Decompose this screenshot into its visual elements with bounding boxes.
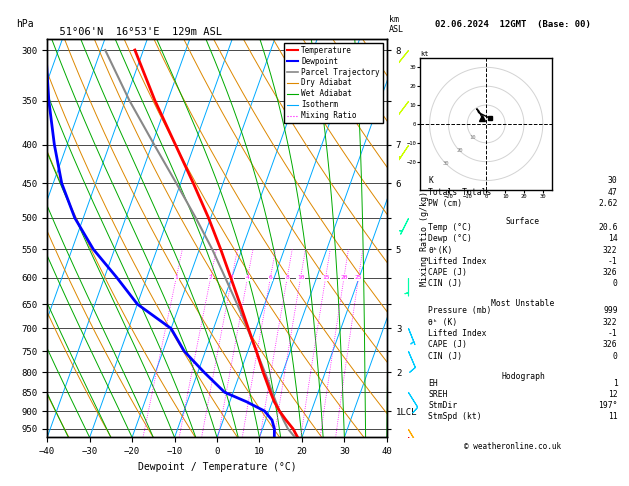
Text: Totals Totals: Totals Totals bbox=[428, 188, 492, 197]
Text: 4: 4 bbox=[246, 276, 250, 280]
Text: © weatheronline.co.uk: © weatheronline.co.uk bbox=[464, 442, 561, 451]
Text: CAPE (J): CAPE (J) bbox=[428, 340, 467, 349]
Text: 6: 6 bbox=[269, 276, 272, 280]
Text: hPa: hPa bbox=[16, 19, 33, 29]
Text: 0: 0 bbox=[613, 352, 618, 361]
Text: PW (cm): PW (cm) bbox=[428, 199, 462, 208]
Text: 20: 20 bbox=[456, 148, 463, 153]
Text: 8: 8 bbox=[286, 276, 289, 280]
Text: 30: 30 bbox=[443, 161, 450, 167]
Text: 2.62: 2.62 bbox=[598, 199, 618, 208]
Text: Pressure (mb): Pressure (mb) bbox=[428, 306, 492, 315]
Text: Most Unstable: Most Unstable bbox=[491, 299, 555, 309]
Text: 20.6: 20.6 bbox=[598, 224, 618, 232]
Text: 11: 11 bbox=[608, 412, 618, 421]
Text: 12: 12 bbox=[608, 390, 618, 399]
Y-axis label: Mixing Ratio (g/kg): Mixing Ratio (g/kg) bbox=[420, 191, 429, 286]
Text: Surface: Surface bbox=[506, 217, 540, 226]
Text: Hodograph: Hodograph bbox=[501, 372, 545, 381]
Text: 14: 14 bbox=[608, 234, 618, 243]
Text: 51°06'N  16°53'E  129m ASL: 51°06'N 16°53'E 129m ASL bbox=[47, 27, 222, 37]
Text: StmSpd (kt): StmSpd (kt) bbox=[428, 412, 482, 421]
Text: StmDir: StmDir bbox=[428, 401, 458, 410]
Text: Dewp (°C): Dewp (°C) bbox=[428, 234, 472, 243]
Text: 10: 10 bbox=[297, 276, 304, 280]
Text: EH: EH bbox=[428, 379, 438, 388]
Text: 10: 10 bbox=[470, 135, 476, 140]
Text: 15: 15 bbox=[322, 276, 330, 280]
Legend: Temperature, Dewpoint, Parcel Trajectory, Dry Adiabat, Wet Adiabat, Isotherm, Mi: Temperature, Dewpoint, Parcel Trajectory… bbox=[284, 43, 383, 123]
Text: Lifted Index: Lifted Index bbox=[428, 257, 487, 266]
Text: 197°: 197° bbox=[598, 401, 618, 410]
Text: θᵏ(K): θᵏ(K) bbox=[428, 245, 453, 255]
Text: Lifted Index: Lifted Index bbox=[428, 329, 487, 338]
Text: CIN (J): CIN (J) bbox=[428, 352, 462, 361]
Text: 999: 999 bbox=[603, 306, 618, 315]
Text: 25: 25 bbox=[355, 276, 362, 280]
Text: 20: 20 bbox=[340, 276, 348, 280]
Text: Temp (°C): Temp (°C) bbox=[428, 224, 472, 232]
Text: 322: 322 bbox=[603, 317, 618, 327]
Text: K: K bbox=[428, 176, 433, 185]
Text: -1: -1 bbox=[608, 329, 618, 338]
Text: 2: 2 bbox=[209, 276, 213, 280]
Text: 322: 322 bbox=[603, 245, 618, 255]
Text: 02.06.2024  12GMT  (Base: 00): 02.06.2024 12GMT (Base: 00) bbox=[435, 20, 591, 29]
Text: SREH: SREH bbox=[428, 390, 448, 399]
Text: 1: 1 bbox=[174, 276, 178, 280]
Text: 47: 47 bbox=[608, 188, 618, 197]
Text: kt: kt bbox=[420, 52, 429, 57]
Text: 3: 3 bbox=[230, 276, 234, 280]
Text: θᵏ (K): θᵏ (K) bbox=[428, 317, 458, 327]
Text: CIN (J): CIN (J) bbox=[428, 279, 462, 288]
Text: 326: 326 bbox=[603, 340, 618, 349]
Text: km
ASL: km ASL bbox=[389, 15, 404, 34]
Text: 326: 326 bbox=[603, 268, 618, 277]
Text: CAPE (J): CAPE (J) bbox=[428, 268, 467, 277]
Text: -1: -1 bbox=[608, 257, 618, 266]
Text: 30: 30 bbox=[608, 176, 618, 185]
X-axis label: Dewpoint / Temperature (°C): Dewpoint / Temperature (°C) bbox=[138, 462, 296, 472]
Text: 1: 1 bbox=[613, 379, 618, 388]
Text: 0: 0 bbox=[613, 279, 618, 288]
